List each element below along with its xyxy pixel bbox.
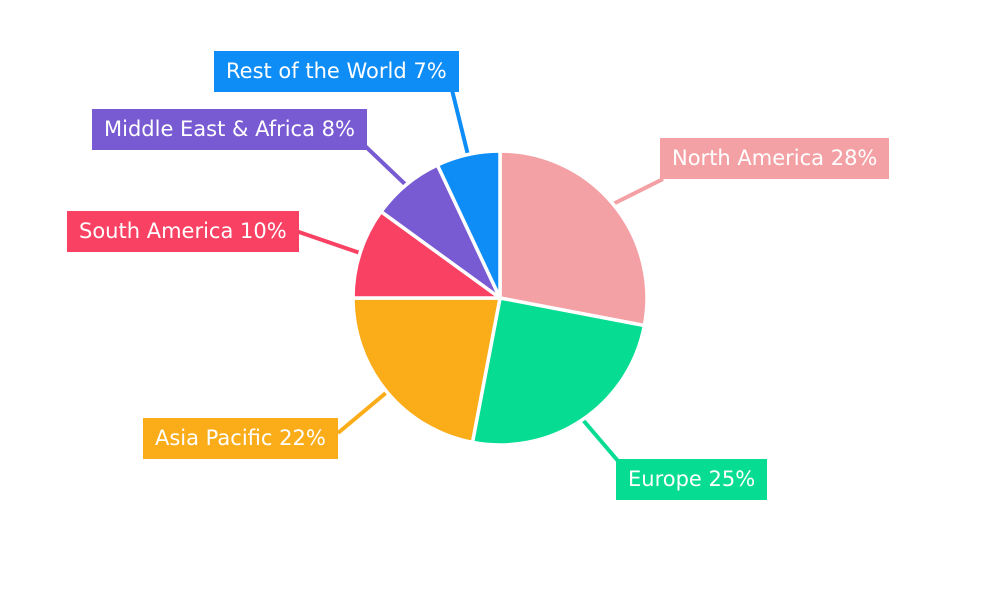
- callout-label-rest-of-the-world: Rest of the World 7%: [214, 51, 459, 93]
- pie-slice-europe: [470, 296, 647, 447]
- callout-label-middle-east-africa: Middle East & Africa 8%: [92, 109, 367, 151]
- leader-line-south-america: [295, 229, 361, 255]
- leader-line-middle-east-africa: [362, 143, 408, 187]
- callout-label-north-america: North America 28%: [660, 138, 890, 180]
- pie-slice-rest-of-the-world: [435, 149, 502, 300]
- leader-line-asia-pacific: [336, 390, 389, 435]
- callout-label-south-america: South America 10%: [67, 211, 299, 253]
- leader-line-rest-of-the-world: [450, 89, 470, 156]
- pie-slice-asia-pacific: [351, 296, 502, 445]
- leader-line-north-america: [612, 177, 664, 206]
- pie-slice-north-america: [498, 149, 649, 328]
- callout-label-europe: Europe 25%: [616, 459, 768, 501]
- callout-label-asia-pacific: Asia Pacific 22%: [143, 418, 338, 460]
- pie-slice-south-america: [351, 209, 502, 300]
